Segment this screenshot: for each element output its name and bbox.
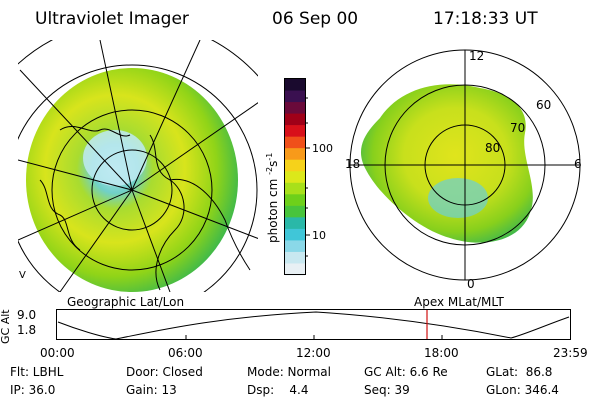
color-bar-segment xyxy=(285,125,305,138)
gc-alt-info: GC Alt: 6.6 Re xyxy=(364,365,448,379)
altitude-plot xyxy=(56,309,571,340)
mlat-label-70: 70 xyxy=(510,121,525,135)
mlat-label-80: 80 xyxy=(485,141,500,155)
mlt-label-12: 12 xyxy=(469,49,484,63)
door-info: Door: Closed xyxy=(126,365,203,379)
time-tick-0600: 06:00 xyxy=(168,346,203,360)
image-time: 17:18:33 UT xyxy=(433,9,538,29)
seq-info: Seq: 39 xyxy=(364,383,410,397)
color-bar-segment xyxy=(285,159,305,172)
color-bar-tick-100: 100 xyxy=(312,142,333,155)
color-bar-segment xyxy=(285,263,305,276)
mlt-label-18: 18 xyxy=(345,157,360,171)
color-bar-segment xyxy=(285,194,305,207)
dsp-info: Dsp: 4.4 xyxy=(247,383,309,397)
apex-label: Apex MLat/MLT xyxy=(414,295,504,309)
mlat-label-60: 60 xyxy=(536,98,551,112)
color-bar-segment xyxy=(285,136,305,149)
color-bar-segment xyxy=(285,182,305,195)
time-tick-1800: 18:00 xyxy=(424,346,459,360)
filter-info: Flt: LBHL xyxy=(10,365,64,379)
color-bar: 100 10 xyxy=(284,78,333,276)
color-bar-segment xyxy=(285,240,305,253)
alt-tick-9: 9.0 xyxy=(17,308,37,322)
mode-info: Mode: Normal xyxy=(247,365,331,379)
color-bar-segment xyxy=(285,205,305,218)
color-bar-segment xyxy=(285,148,305,161)
color-bar-segment xyxy=(285,79,305,92)
image-date: 06 Sep 00 xyxy=(272,9,359,29)
gc-alt-axis-label: GC Alt xyxy=(0,309,12,344)
gain-info: Gain: 13 xyxy=(126,383,177,397)
apex-polar-image: 12 18 6 0 60 70 80 xyxy=(345,49,582,291)
time-tick-1200: 12:00 xyxy=(296,346,331,360)
alt-tick-1-8: 1.8 xyxy=(17,323,37,337)
glon-info: GLon: 346.4 xyxy=(486,383,559,397)
color-bar-segment xyxy=(285,90,305,103)
color-bar-segment xyxy=(285,228,305,241)
geographic-image: V xyxy=(18,40,258,292)
altitude-curve xyxy=(57,311,570,340)
time-tick-2359: 23:59 xyxy=(553,346,588,360)
instrument-title: Ultraviolet Imager xyxy=(35,9,189,29)
geo-corner-mark: V xyxy=(19,270,26,281)
ip-info: IP: 36.0 xyxy=(10,383,56,397)
color-bar-segment xyxy=(285,102,305,115)
geographic-label: Geographic Lat/Lon xyxy=(67,295,185,309)
glat-info: GLat: 86.8 xyxy=(486,365,553,379)
polar-cap-polar xyxy=(428,178,488,218)
color-bar-segment xyxy=(285,217,305,230)
color-bar-segment xyxy=(285,171,305,184)
color-bar-unit: photon cm -2s-1 xyxy=(265,152,280,243)
mlt-label-0: 0 xyxy=(467,277,475,291)
time-tick-0000: 00:00 xyxy=(40,346,75,360)
mlt-label-6: 6 xyxy=(574,157,582,171)
polar-cap-geo xyxy=(83,130,147,186)
color-bar-tick-10: 10 xyxy=(312,229,326,242)
color-bar-segment xyxy=(285,251,305,264)
auroral-oval-polar xyxy=(360,84,533,243)
color-bar-segment xyxy=(285,113,305,126)
